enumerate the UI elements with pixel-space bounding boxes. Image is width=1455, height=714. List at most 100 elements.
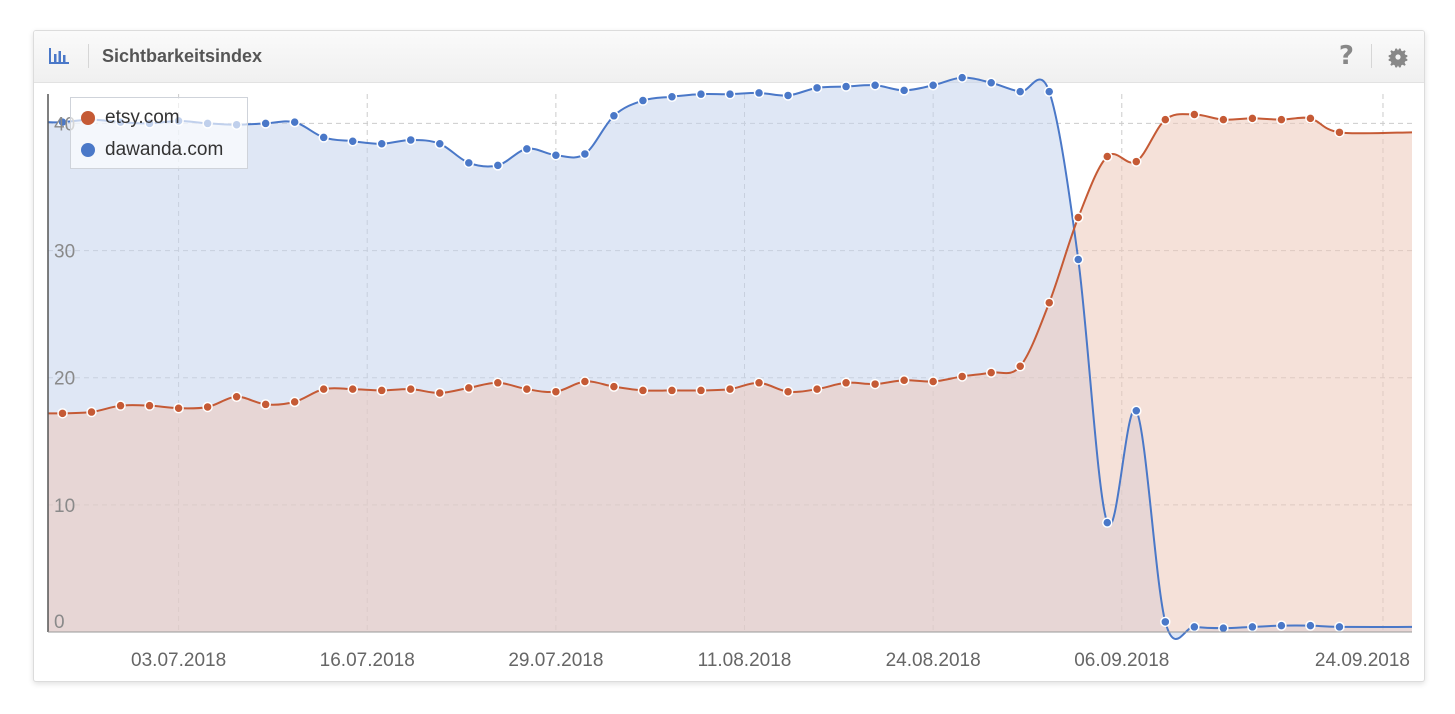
question-mark-icon[interactable]: ? — [1338, 41, 1354, 71]
data-point-etsy — [666, 385, 678, 396]
data-point-etsy — [1073, 212, 1084, 223]
data-point-dawanda — [695, 88, 707, 100]
legend-label-dawanda: dawanda.com — [105, 139, 224, 160]
header-divider — [1371, 44, 1372, 68]
data-point-dawanda — [724, 88, 736, 100]
legend-label-etsy: etsy.com — [105, 107, 180, 128]
data-point-etsy — [463, 382, 475, 394]
data-point-etsy — [86, 406, 97, 418]
data-point-dawanda — [405, 134, 417, 146]
data-point-dawanda — [637, 95, 649, 106]
data-point-dawanda — [1247, 621, 1258, 633]
data-point-etsy — [1014, 361, 1026, 372]
x-tick-label: 06.09.2018 — [1074, 650, 1169, 671]
data-point-etsy — [347, 383, 358, 395]
data-point-etsy — [1189, 109, 1200, 120]
data-point-dawanda — [492, 160, 504, 171]
data-point-dawanda — [927, 80, 939, 91]
data-point-etsy — [1160, 114, 1171, 125]
legend-item-etsy[interactable]: etsy.com — [81, 106, 180, 130]
data-point-dawanda — [1334, 621, 1345, 633]
data-point-dawanda — [1073, 254, 1084, 265]
data-point-etsy — [782, 386, 794, 397]
data-point-etsy — [492, 377, 504, 389]
data-point-etsy — [637, 385, 649, 396]
data-point-etsy — [898, 375, 910, 386]
legend-swatch-dawanda — [81, 143, 95, 157]
series-line-etsy — [47, 113, 1413, 415]
data-point-dawanda — [1043, 86, 1055, 97]
data-point-etsy — [144, 400, 155, 411]
data-point-etsy — [550, 386, 562, 397]
data-point-dawanda — [666, 91, 678, 102]
data-point-etsy — [695, 385, 707, 396]
x-tick-label: 24.09.2018 — [1315, 650, 1410, 671]
data-point-dawanda — [1189, 621, 1200, 633]
data-point-dawanda — [1014, 86, 1026, 97]
data-point-dawanda — [782, 90, 794, 101]
data-point-dawanda — [898, 85, 910, 96]
data-point-etsy — [1276, 114, 1287, 125]
data-point-dawanda — [318, 132, 329, 143]
y-tick-label: 10 — [54, 496, 75, 517]
data-point-dawanda — [811, 82, 823, 94]
widget-header: Sichtbarkeitsindex ? — [34, 31, 1424, 83]
widget-title: Sichtbarkeitsindex — [102, 46, 263, 66]
y-tick-label: 30 — [54, 242, 75, 263]
data-point-etsy — [927, 376, 939, 387]
y-tick-label: 40 — [54, 114, 75, 135]
data-point-etsy — [985, 367, 997, 378]
data-point-dawanda — [753, 87, 765, 99]
data-point-dawanda — [521, 143, 533, 155]
data-point-etsy — [579, 376, 591, 387]
data-point-etsy — [1102, 151, 1113, 162]
data-point-dawanda — [463, 157, 475, 169]
data-point-dawanda — [376, 138, 387, 150]
data-point-etsy — [115, 400, 126, 411]
data-point-etsy — [1218, 114, 1229, 125]
data-point-etsy — [811, 383, 823, 395]
data-point-etsy — [260, 399, 271, 410]
data-point-dawanda — [260, 118, 271, 129]
data-point-etsy — [869, 378, 881, 390]
data-point-etsy — [202, 401, 213, 413]
data-point-etsy — [231, 391, 242, 403]
data-point-dawanda — [1305, 620, 1316, 631]
data-point-etsy — [405, 383, 417, 395]
data-point-dawanda — [1276, 620, 1287, 631]
data-point-etsy — [318, 383, 329, 395]
data-point-etsy — [1305, 113, 1316, 124]
data-point-dawanda — [1102, 517, 1113, 528]
data-point-dawanda — [347, 135, 358, 147]
data-point-etsy — [753, 377, 765, 389]
x-tick-label: 24.08.2018 — [886, 650, 981, 671]
data-point-dawanda — [57, 116, 68, 128]
x-tick-label: 11.08.2018 — [698, 650, 792, 671]
gear-icon[interactable] — [1386, 45, 1410, 69]
data-point-etsy — [1334, 127, 1345, 138]
legend-item-dawanda[interactable]: dawanda.com — [81, 138, 223, 162]
y-tick-label: 20 — [54, 369, 75, 390]
data-point-etsy — [289, 396, 300, 408]
data-point-etsy — [434, 387, 446, 399]
data-point-dawanda — [956, 72, 968, 83]
data-point-etsy — [173, 402, 184, 414]
header-divider — [88, 44, 89, 68]
data-point-dawanda — [579, 148, 591, 160]
data-point-dawanda — [550, 149, 562, 161]
data-point-etsy — [376, 385, 387, 396]
data-point-etsy — [521, 383, 533, 395]
x-tick-label: 03.07.2018 — [131, 650, 226, 671]
data-point-etsy — [1043, 297, 1055, 308]
data-point-etsy — [956, 371, 968, 382]
data-point-dawanda — [1131, 405, 1142, 417]
data-point-dawanda — [608, 110, 620, 122]
data-point-etsy — [840, 377, 852, 389]
data-point-dawanda — [289, 116, 300, 128]
bar-chart-icon — [49, 48, 69, 64]
data-point-dawanda — [1160, 616, 1171, 628]
x-tick-label: 29.07.2018 — [508, 650, 603, 671]
data-point-etsy — [57, 408, 68, 419]
y-tick-label: 0 — [54, 612, 65, 633]
